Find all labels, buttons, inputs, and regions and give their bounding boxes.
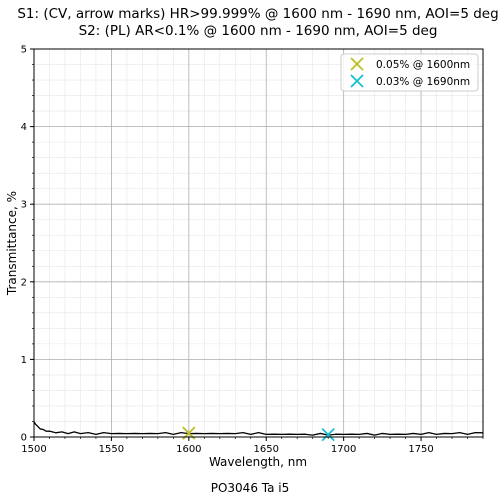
x-tick-label: 1600	[176, 444, 201, 455]
grid	[33, 48, 484, 438]
legend-marker-0	[350, 57, 364, 71]
legend-marker-1-stroke-b	[350, 74, 364, 88]
series-line-0	[33, 421, 484, 436]
legend-label-0: 0.05% @ 1600nm	[376, 59, 470, 71]
axes	[30, 48, 484, 441]
data-marker-1	[321, 428, 335, 442]
y-axis-label: Transmittance, %	[5, 191, 19, 296]
x-axis-label: Wavelength, nm	[209, 455, 307, 469]
legend-label-1: 0.03% @ 1690nm	[376, 76, 470, 88]
y-tick-label: 2	[21, 277, 27, 288]
chart-title-line-1: S1: (CV, arrow marks) HR>99.999% @ 1600 …	[17, 6, 498, 22]
x-tick-label: 1550	[99, 444, 124, 455]
legend-marker-1	[350, 74, 364, 88]
plot-frame	[33, 48, 484, 438]
x-tick-label: 1700	[331, 444, 356, 455]
y-tick-label: 3	[21, 200, 27, 211]
y-tick-label: 0	[21, 433, 27, 444]
legend-marker-0-stroke-b	[350, 57, 364, 71]
legend: 0.05% @ 1600nm 0.03% @ 1690nm	[340, 53, 479, 92]
series-layer	[33, 421, 484, 436]
x-tick-label: 1500	[21, 444, 46, 455]
chart-title-line-2: S2: (PL) AR<0.1% @ 1600 nm - 1690 nm, AO…	[79, 23, 438, 39]
tick-labels: 1500 1550 1600 1650 1700 1750 0 1 2 3 4 5	[21, 45, 434, 456]
x-tick-label: 1750	[408, 444, 433, 455]
y-tick-label: 1	[21, 355, 27, 366]
data-marker-1-stroke-b	[321, 428, 335, 442]
chart-footer: PO3046 Ta i5	[211, 481, 290, 495]
x-tick-label: 1650	[254, 444, 279, 455]
y-tick-label: 4	[21, 122, 27, 133]
y-tick-label: 5	[21, 45, 27, 56]
legend-box	[340, 53, 479, 92]
